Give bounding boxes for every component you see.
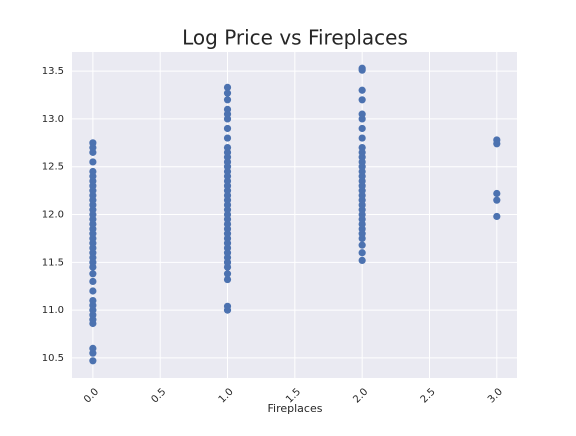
point <box>358 249 366 257</box>
y-tick-label: 13.5 <box>42 66 64 77</box>
point <box>89 344 97 352</box>
point <box>358 256 366 265</box>
point <box>89 277 97 286</box>
y-tick-label: 11.5 <box>42 257 64 268</box>
point <box>89 357 97 365</box>
y-tick-label: 10.5 <box>42 353 64 364</box>
x-tick-label: 2.5 <box>419 386 438 405</box>
point <box>89 296 97 305</box>
point <box>358 96 366 104</box>
point <box>358 64 366 72</box>
x-tick-label: 1.0 <box>217 386 236 405</box>
chart-title: Log Price vs Fireplaces <box>182 26 408 50</box>
y-tick-label: 11.0 <box>42 305 64 316</box>
point <box>89 270 97 278</box>
point <box>358 86 366 94</box>
point <box>223 83 232 91</box>
point <box>358 110 366 118</box>
x-tick-label: 0.0 <box>82 386 101 405</box>
point <box>223 302 232 310</box>
point <box>89 139 97 147</box>
point <box>223 270 232 278</box>
point <box>493 212 501 221</box>
point <box>493 196 501 204</box>
point <box>358 241 366 249</box>
point <box>223 144 232 152</box>
point <box>89 167 97 176</box>
point <box>223 275 232 284</box>
y-tick-label: 13.0 <box>42 114 64 125</box>
point <box>89 287 97 295</box>
point <box>89 158 97 166</box>
point <box>358 144 366 152</box>
x-tick-label: 0.5 <box>149 386 168 405</box>
point <box>223 96 232 104</box>
y-tick-label: 12.0 <box>42 210 64 221</box>
x-tick-label: 2.0 <box>351 386 370 405</box>
point <box>358 124 366 133</box>
point <box>493 136 501 144</box>
point <box>358 134 366 142</box>
x-tick-label: 3.0 <box>486 386 505 405</box>
x-axis-label: Fireplaces <box>268 402 323 415</box>
point <box>223 124 232 133</box>
y-tick-label: 12.5 <box>42 162 64 173</box>
point <box>223 134 232 142</box>
point <box>493 189 501 198</box>
point <box>223 89 232 97</box>
point <box>223 105 232 113</box>
